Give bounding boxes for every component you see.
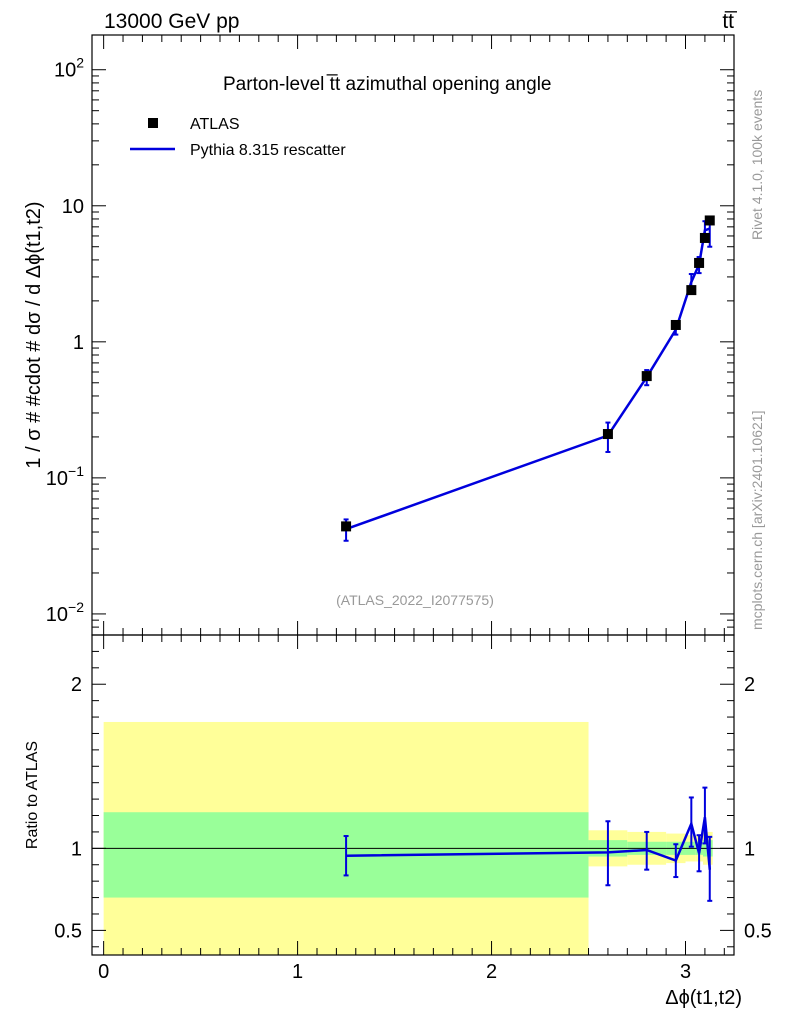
tick-base: 10 <box>46 604 68 626</box>
atlas-data-point <box>704 215 715 226</box>
main-y-tick-label: 1 <box>73 332 84 354</box>
x-tick-label: 2 <box>486 961 497 983</box>
energy-label: 13000 GeV pp <box>104 10 239 33</box>
atlas-data-point <box>670 319 681 330</box>
tick-base: 1 <box>73 332 84 354</box>
atlas-data-point <box>602 429 613 440</box>
main-y-axis-label: 1 / σ # #cdot # dσ / d Δϕ(t1,t2) <box>23 201 45 468</box>
ratio-y-axis-label: Ratio to ATLAS <box>24 741 41 849</box>
x-tick-label: 3 <box>680 961 691 983</box>
chart-title: Parton-level t̅t azimuthal opening angle <box>223 74 551 95</box>
tick-base: 10 <box>62 196 84 218</box>
main-frame <box>91 34 735 636</box>
ratio-y-tick-label-right: 1 <box>744 838 755 860</box>
main-y-tick-label: 10−2 <box>46 599 84 626</box>
process-label: tt̅ <box>722 10 738 33</box>
main-y-axis-label-text: 1 / σ # #cdot # dσ / d Δϕ(t1,t2) <box>23 201 45 468</box>
ratio-y-tick-label-right: 0.5 <box>744 920 772 942</box>
main-y-tick-label: 10−1 <box>46 463 84 490</box>
legend-atlas-marker <box>148 118 158 128</box>
tick-base: 10 <box>46 468 68 490</box>
rivet-label: Rivet 4.1.0, 100k events <box>749 90 765 240</box>
tick-exponent: −2 <box>68 599 84 615</box>
atlas-data-point <box>641 371 652 382</box>
main-y-tick-label: 10 <box>62 196 84 218</box>
x-tick-label: 0 <box>98 961 109 983</box>
ratio-panel: 0 1 2 3 0.5 0.5 1 1 2 2 <box>54 634 772 983</box>
pythia-curve <box>345 227 711 531</box>
tick-base: 10 <box>54 60 76 82</box>
atlas-data-point <box>686 285 697 296</box>
atlas-data-point <box>694 257 705 268</box>
ratio-y-tick-label-right: 2 <box>744 674 755 696</box>
atlas-data-point <box>699 232 710 243</box>
tick-exponent: −1 <box>68 463 84 479</box>
x-axis-label: Δϕ(t1,t2) <box>665 987 742 1009</box>
ratio-y-tick-label-left: 1 <box>71 838 82 860</box>
mcplots-label: mcplots.cern.ch [arXiv:2401.10621] <box>749 411 765 630</box>
ratio-y-tick-label-left: 2 <box>71 674 82 696</box>
atlas-data-point <box>341 521 352 532</box>
x-tick-label: 1 <box>292 961 303 983</box>
tick-exponent: 2 <box>76 55 84 71</box>
main-y-tick-label: 102 <box>54 55 84 82</box>
legend-atlas-label: ATLAS <box>190 116 240 133</box>
analysis-label: (ATLAS_2022_I2077575) <box>336 592 494 608</box>
ratio-y-tick-label-left: 0.5 <box>54 920 82 942</box>
ratio-frame <box>91 634 735 956</box>
legend-pythia-label: Pythia 8.315 rescatter <box>190 142 346 159</box>
